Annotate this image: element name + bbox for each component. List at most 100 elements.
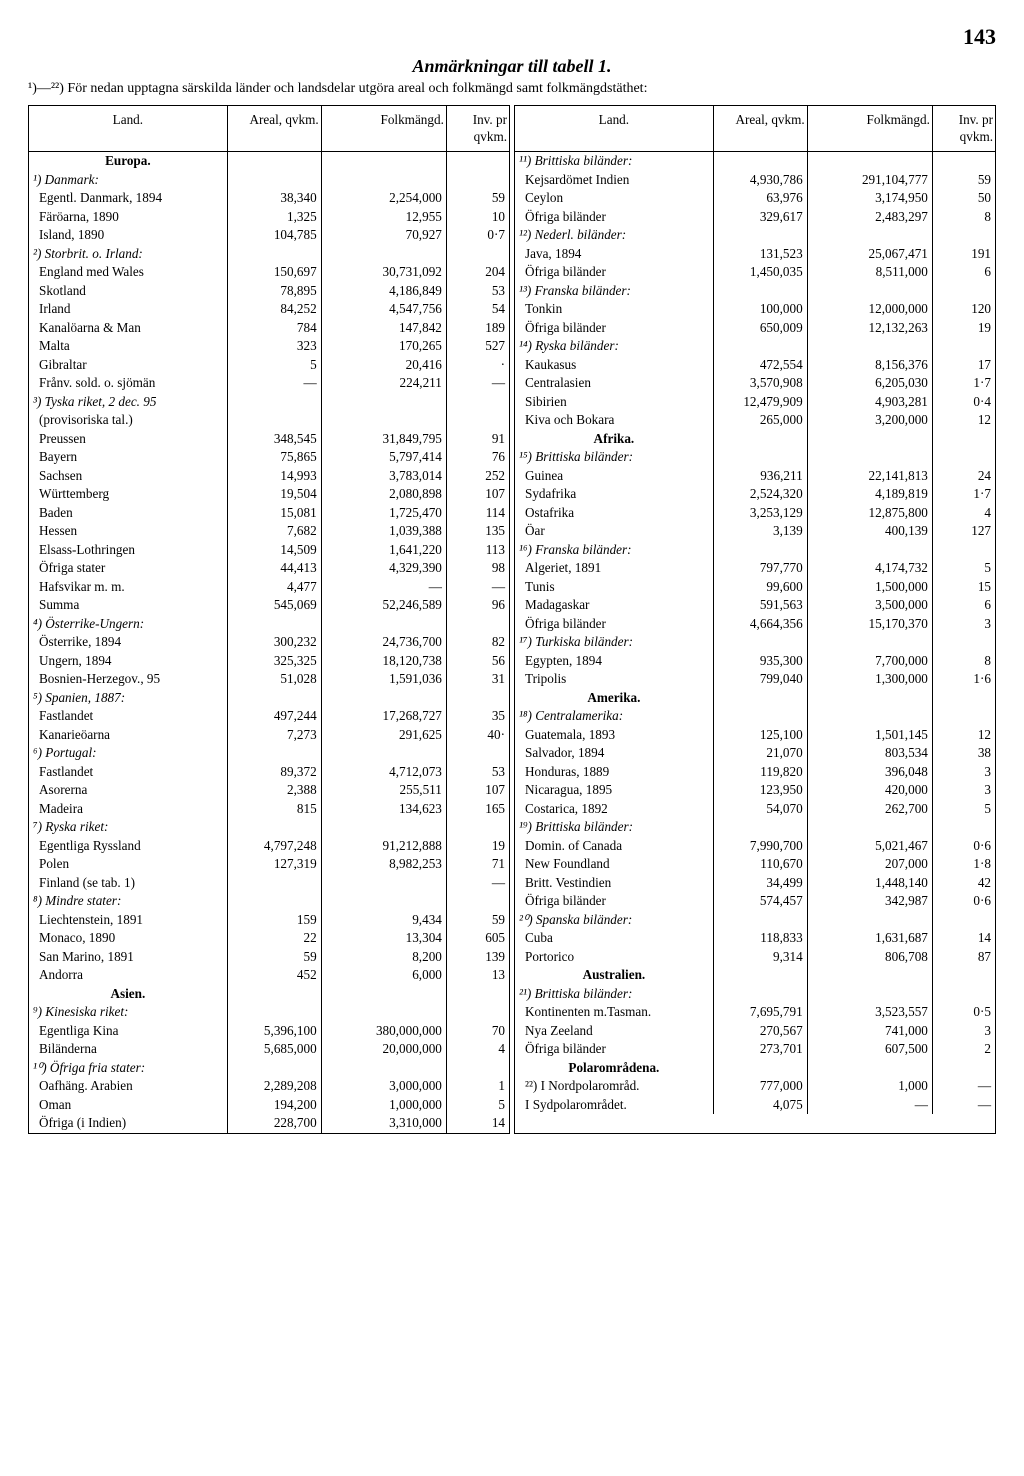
cell-areal: 265,000 [713, 411, 807, 430]
cell-areal: 84,252 [227, 300, 321, 319]
table-row: San Marino, 1891598,200139 [29, 948, 509, 967]
table-row: ²²) I Nordpolarområd.777,0001,000— [515, 1077, 995, 1096]
table-row: Öfriga stater44,4134,329,39098 [29, 559, 509, 578]
cell-folk: 342,987 [807, 892, 932, 911]
cell-land: Finland (se tab. 1) [29, 874, 227, 893]
cell-inv: 3 [932, 615, 995, 634]
cell-folk: 4,903,281 [807, 393, 932, 412]
cell-areal: 14,993 [227, 467, 321, 486]
cell-folk: 1,591,036 [321, 670, 446, 689]
cell-inv: 1·8 [932, 855, 995, 874]
cell-folk: 24,736,700 [321, 633, 446, 652]
cell-land: Algeriet, 1891 [515, 559, 713, 578]
table-row: Island, 1890104,78570,9270·7 [29, 226, 509, 245]
cell-inv: 1·7 [932, 485, 995, 504]
cell-areal: 51,028 [227, 670, 321, 689]
cell-folk: 12,132,263 [807, 319, 932, 338]
table-row: Ceylon63,9763,174,95050 [515, 189, 995, 208]
cell-areal: 4,797,248 [227, 837, 321, 856]
cell-inv: 204 [446, 263, 509, 282]
cell-areal: 12,479,909 [713, 393, 807, 412]
cell-inv: 1·7 [932, 374, 995, 393]
cell-land: Egentliga Ryssland [29, 837, 227, 856]
cell-areal: 110,670 [713, 855, 807, 874]
cell-land: Malta [29, 337, 227, 356]
header-inv: Inv. pr qvkm. [446, 106, 509, 152]
cell-inv: 0·7 [446, 226, 509, 245]
cell-inv: 59 [932, 171, 995, 190]
table-row: Java, 1894131,52325,067,471191 [515, 245, 995, 264]
cell-areal: 273,701 [713, 1040, 807, 1059]
cell-inv: — [932, 1077, 995, 1096]
cell-areal: 799,040 [713, 670, 807, 689]
table-row: Egentl. Danmark, 189438,3402,254,00059 [29, 189, 509, 208]
cell-inv: 6 [932, 263, 995, 282]
table-row: Guatemala, 1893125,1001,501,14512 [515, 726, 995, 745]
cell-inv: 42 [932, 874, 995, 893]
cell-inv: 31 [446, 670, 509, 689]
table-row: Egentliga Ryssland4,797,24891,212,88819 [29, 837, 509, 856]
table-row: Bayern75,8655,797,41476 [29, 448, 509, 467]
table-row: Ungern, 1894325,32518,120,73856 [29, 652, 509, 671]
cell-areal: 2,289,208 [227, 1077, 321, 1096]
cell-land: Island, 1890 [29, 226, 227, 245]
cell-areal: 34,499 [713, 874, 807, 893]
cell-areal: 3,253,129 [713, 504, 807, 523]
cell-areal: 4,664,356 [713, 615, 807, 634]
cell-land: Tripolis [515, 670, 713, 689]
cell-land: Öfriga stater [29, 559, 227, 578]
table-row: Egentliga Kina5,396,100380,000,00070 [29, 1022, 509, 1041]
cell-folk: 170,265 [321, 337, 446, 356]
table-row: ¹⁰) Öfriga fria stater: [29, 1059, 509, 1078]
table-row: Fastlandet497,24417,268,72735 [29, 707, 509, 726]
subsection-heading: ⁷) Ryska riket: [29, 818, 227, 837]
left-column: Land. Areal, qvkm. Folkmängd. Inv. pr qv… [28, 105, 510, 1134]
cell-inv: 139 [446, 948, 509, 967]
cell-inv: 107 [446, 485, 509, 504]
table-row: Guinea936,21122,141,81324 [515, 467, 995, 486]
cell-areal: 100,000 [713, 300, 807, 319]
cell-land: Kaukasus [515, 356, 713, 375]
table-row: ⁷) Ryska riket: [29, 818, 509, 837]
cell-areal: 150,697 [227, 263, 321, 282]
cell-folk: 291,625 [321, 726, 446, 745]
cell-areal: 5,685,000 [227, 1040, 321, 1059]
cell-folk: 255,511 [321, 781, 446, 800]
cell-folk: 20,416 [321, 356, 446, 375]
subsection-heading: ¹¹) Brittiska biländer: [515, 152, 713, 171]
cell-areal: 131,523 [713, 245, 807, 264]
table-row: Färöarna, 18901,32512,95510 [29, 208, 509, 227]
cell-inv: 605 [446, 929, 509, 948]
table-row: ¹⁶) Franska biländer: [515, 541, 995, 560]
subsection-heading: ²⁰) Spanska biländer: [515, 911, 713, 930]
cell-inv: 165 [446, 800, 509, 819]
cell-land: Öfriga biländer [515, 263, 713, 282]
cell-folk: 396,048 [807, 763, 932, 782]
cell-folk: 91,212,888 [321, 837, 446, 856]
cell-folk: 3,174,950 [807, 189, 932, 208]
cell-inv: 71 [446, 855, 509, 874]
cell-folk: 3,310,000 [321, 1114, 446, 1133]
cell-land: Färöarna, 1890 [29, 208, 227, 227]
cell-inv: 8 [932, 652, 995, 671]
cell-land: Guatemala, 1893 [515, 726, 713, 745]
cell-folk: — [807, 1096, 932, 1115]
cell-folk: 134,623 [321, 800, 446, 819]
subsection-heading: ⁴) Österrike-Ungern: [29, 615, 227, 634]
cell-folk: 7,700,000 [807, 652, 932, 671]
cell-areal: 2,388 [227, 781, 321, 800]
cell-inv: 252 [446, 467, 509, 486]
table-row: Madagaskar591,5633,500,0006 [515, 596, 995, 615]
cell-land: Monaco, 1890 [29, 929, 227, 948]
cell-folk: 1,000 [807, 1077, 932, 1096]
table-row: ³) Tyska riket, 2 dec. 95 [29, 393, 509, 412]
cell-folk: 25,067,471 [807, 245, 932, 264]
cell-inv: 53 [446, 763, 509, 782]
section-heading: Asien. [29, 985, 227, 1004]
table-row: ⁴) Österrike-Ungern: [29, 615, 509, 634]
cell-inv: 1 [446, 1077, 509, 1096]
table-row: Polen127,3198,982,25371 [29, 855, 509, 874]
cell-areal: 815 [227, 800, 321, 819]
table-row: ⁸) Mindre stater: [29, 892, 509, 911]
cell-folk: 9,434 [321, 911, 446, 930]
